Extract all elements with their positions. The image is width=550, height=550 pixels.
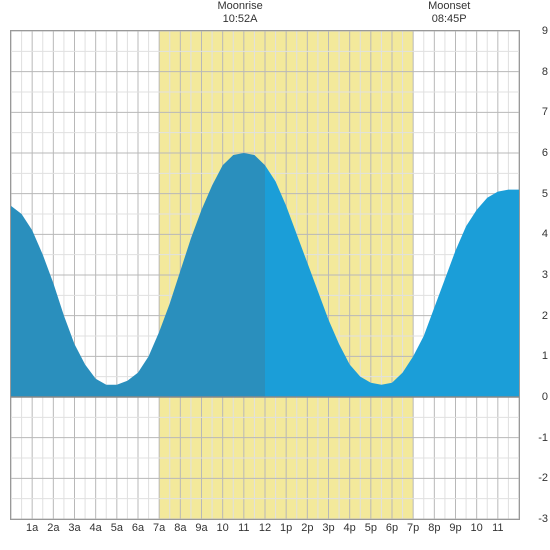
y-tick-label: 6 <box>528 147 548 159</box>
x-tick-label: 4p <box>344 522 356 534</box>
y-tick-label: 8 <box>528 66 548 78</box>
y-tick-label: -2 <box>528 472 548 484</box>
chart-header: Moonrise10:52A Moonset08:45P <box>0 0 550 30</box>
tide-chart: Moonrise10:52AMoonset08:45P -3-2-1012345… <box>0 0 550 550</box>
chart-svg <box>11 31 519 519</box>
x-tick-label: 1a <box>26 522 38 534</box>
plot-area <box>10 30 520 520</box>
x-tick-label: 9a <box>195 522 207 534</box>
x-tick-label: 3a <box>68 522 80 534</box>
x-tick-label: 2p <box>301 522 313 534</box>
x-tick-label: 6a <box>132 522 144 534</box>
x-tick-label: 8p <box>428 522 440 534</box>
y-tick-label: -1 <box>528 432 548 444</box>
y-tick-label: -3 <box>528 513 548 525</box>
moon-event-label: Moonset08:45P <box>419 0 479 26</box>
x-tick-label: 11 <box>492 522 503 534</box>
x-tick-label: 1p <box>280 522 292 534</box>
x-tick-label: 8a <box>174 522 186 534</box>
x-tick-label: 6p <box>386 522 398 534</box>
y-tick-label: 3 <box>528 269 548 281</box>
x-tick-label: 2a <box>47 522 59 534</box>
x-tick-label: 11 <box>238 522 249 534</box>
y-tick-label: 7 <box>528 106 548 118</box>
y-tick-label: 1 <box>528 350 548 362</box>
x-tick-label: 7p <box>407 522 419 534</box>
x-axis: 1a 2a 3a 4a 5a 6a 7a 8a 9a 10 11 12 1p 2p 3p 4p 5p 6p 7p 8p… <box>10 522 520 542</box>
x-tick-label: 5p <box>365 522 377 534</box>
x-tick-label: 12 <box>259 522 271 534</box>
y-tick-label: 4 <box>528 228 548 240</box>
x-tick-label: 5a <box>111 522 123 534</box>
y-axis: -3-2-10123456789 <box>523 30 548 520</box>
x-tick-label: 9p <box>449 522 461 534</box>
x-tick-label: 3p <box>322 522 334 534</box>
y-tick-label: 5 <box>528 188 548 200</box>
x-tick-label: 10 <box>217 522 229 534</box>
x-tick-label: 4a <box>90 522 102 534</box>
x-tick-label: 7a <box>153 522 165 534</box>
y-tick-label: 9 <box>528 25 548 37</box>
y-tick-label: 2 <box>528 310 548 322</box>
moon-event-label: Moonrise10:52A <box>210 0 270 26</box>
y-tick-label: 0 <box>528 391 548 403</box>
x-tick-label: 10 <box>471 522 483 534</box>
